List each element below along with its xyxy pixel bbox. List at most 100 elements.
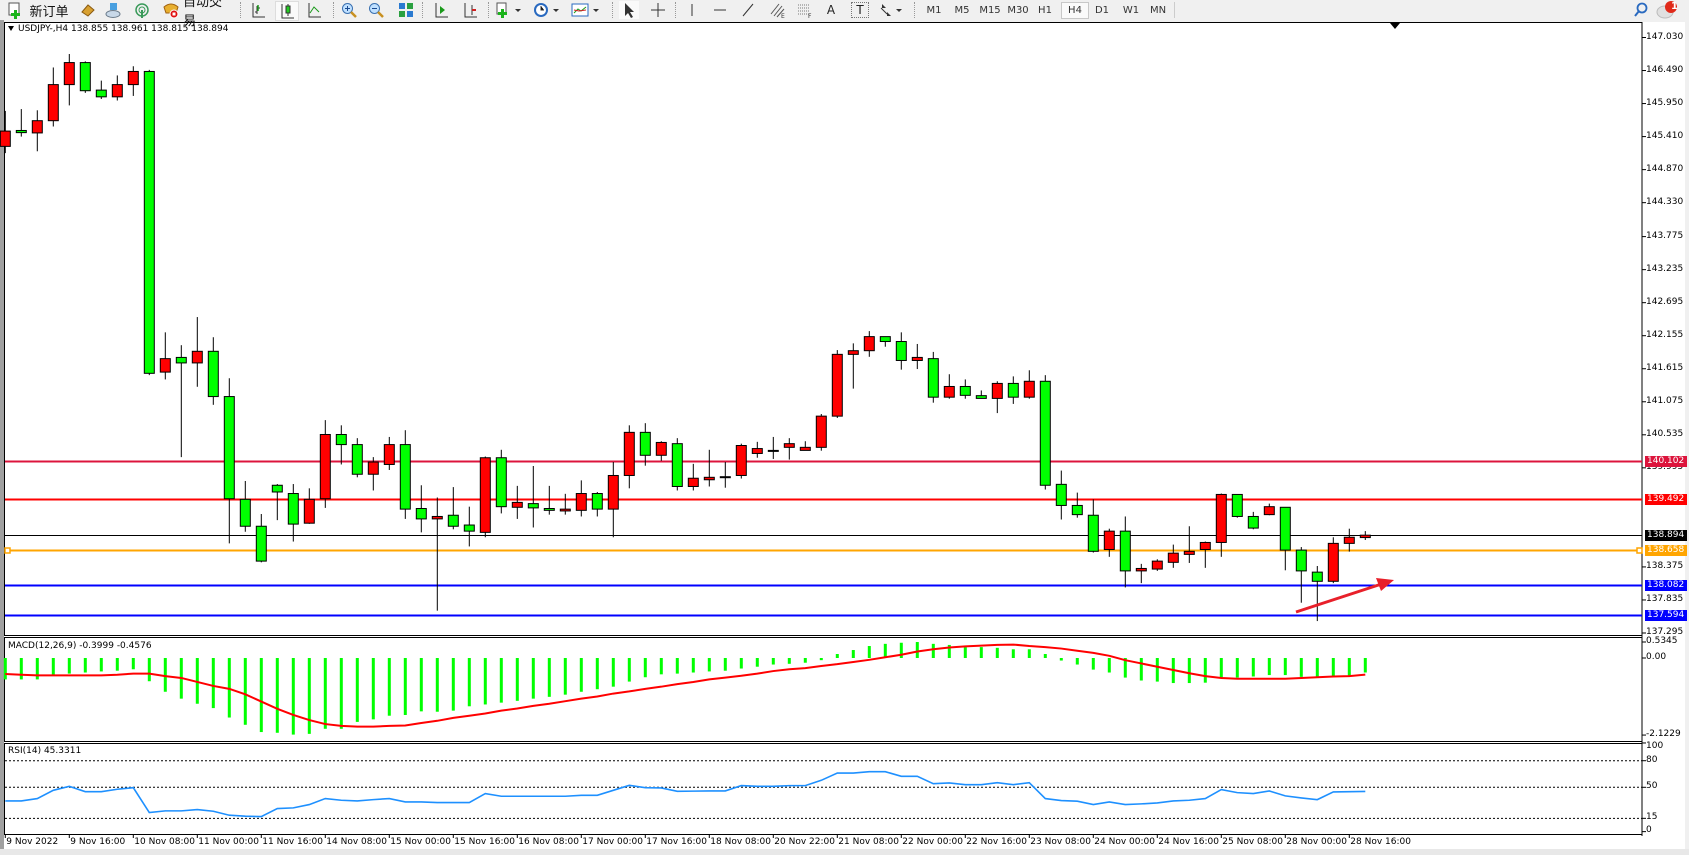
timeframe-d1[interactable]: D1 xyxy=(1094,4,1110,16)
macd-histogram-bar xyxy=(547,658,551,697)
toolbar: 新订单 自动交易 E F A T M1 M5 M15 M30 H1 H4 D1 … xyxy=(0,0,1689,29)
macd-histogram-bar xyxy=(19,658,23,680)
periods-icon[interactable] xyxy=(532,1,562,19)
bullish-candle-body xyxy=(735,445,747,476)
candle xyxy=(175,345,187,458)
bullish-candle-body xyxy=(0,130,11,147)
new-order-button[interactable]: 新订单 xyxy=(29,4,69,20)
auto-scroll-icon[interactable] xyxy=(431,1,451,19)
timeframe-h1[interactable]: H1 xyxy=(1038,4,1052,16)
zoom-out-icon[interactable] xyxy=(366,1,386,19)
bullish-candle-body xyxy=(911,356,923,361)
level-handle xyxy=(4,547,11,554)
arrows-icon[interactable] xyxy=(876,1,906,19)
cursor-icon[interactable] xyxy=(619,1,639,19)
time-axis-label: 11 Nov 00:00 xyxy=(198,837,259,847)
text-label-icon[interactable]: T xyxy=(851,2,869,18)
price-axis-label: 143.235 xyxy=(1646,263,1684,274)
timeframe-w1[interactable]: W1 xyxy=(1122,4,1140,16)
time-axis-label: 11 Nov 16:00 xyxy=(262,837,323,847)
candle xyxy=(143,69,155,376)
bullish-candle-body xyxy=(607,474,619,510)
gold-icon[interactable] xyxy=(78,1,98,19)
horizontal-line-icon[interactable] xyxy=(711,1,729,19)
candle xyxy=(1039,375,1051,490)
candle xyxy=(559,493,571,515)
macd-histogram-bar xyxy=(227,658,231,718)
chart-menu-triangle-icon[interactable] xyxy=(8,26,14,31)
macd-histogram-bar xyxy=(371,658,375,720)
toolbar-separator xyxy=(422,2,424,18)
candle xyxy=(111,75,123,101)
timeframe-m30[interactable]: M30 xyxy=(1007,4,1029,16)
bullish-candle-body xyxy=(1103,530,1115,550)
bullish-candle-body xyxy=(1167,552,1179,563)
time-axis-label: 24 Nov 16:00 xyxy=(1158,837,1219,847)
auto-trading-button[interactable]: 自动交易 xyxy=(183,0,223,29)
macd-signal-line xyxy=(5,643,1366,728)
bar-chart-icon[interactable] xyxy=(248,1,268,19)
candlestick-icon[interactable] xyxy=(275,1,299,21)
bearish-candle-body xyxy=(15,129,27,134)
vertical-line-icon[interactable] xyxy=(683,1,701,19)
time-axis-label: 24 Nov 00:00 xyxy=(1094,837,1155,847)
macd-histogram-bar xyxy=(67,658,71,674)
cloud-icon[interactable] xyxy=(103,1,123,19)
indicators-icon[interactable] xyxy=(494,1,524,19)
notifications-button[interactable]: 1 xyxy=(1654,1,1682,19)
timeframe-m1[interactable]: M1 xyxy=(926,4,942,16)
crosshair-icon[interactable] xyxy=(648,1,668,19)
bearish-candle-body xyxy=(175,356,187,364)
chart-header[interactable]: USDJPY-,H4 138.855 138.961 138.815 138.8… xyxy=(8,24,228,35)
signal-icon[interactable] xyxy=(132,1,152,19)
level-handle xyxy=(1636,547,1643,554)
tile-windows-icon[interactable] xyxy=(396,1,416,19)
search-icon[interactable] xyxy=(1632,1,1650,19)
macd-histogram-bar xyxy=(1347,658,1351,676)
timeframe-m5[interactable]: M5 xyxy=(954,4,970,16)
macd-histogram-bar xyxy=(483,658,487,705)
trendline-icon[interactable] xyxy=(739,1,757,19)
timeframe-h4[interactable]: H4 xyxy=(1061,2,1089,19)
price-level-label: 139.492 xyxy=(1645,494,1687,505)
chart-shift-icon[interactable] xyxy=(460,1,480,19)
macd-histogram-bar xyxy=(883,643,887,658)
text-icon[interactable]: A xyxy=(826,3,836,17)
toolbar-separator xyxy=(675,2,677,18)
templates-icon[interactable] xyxy=(570,1,602,19)
macd-histogram-bar xyxy=(1027,649,1031,658)
bearish-candle-body xyxy=(1071,504,1083,516)
bullish-candle-body xyxy=(799,446,811,451)
fibonacci-icon[interactable]: F xyxy=(795,1,815,19)
macd-histogram-bar xyxy=(1235,658,1239,678)
candle xyxy=(703,449,715,487)
zoom-in-icon[interactable] xyxy=(339,1,359,19)
new-order-icon[interactable] xyxy=(4,1,26,19)
trend-arrow-head xyxy=(1376,578,1394,591)
rsi-axis-label: 50 xyxy=(1646,781,1658,792)
bearish-candle-body xyxy=(895,341,907,361)
bearish-candle-body xyxy=(335,433,347,446)
bullish-candle-body xyxy=(1263,506,1275,516)
candle xyxy=(415,485,427,533)
time-axis-label: 16 Nov 08:00 xyxy=(518,837,579,847)
bullish-candle-body xyxy=(1199,541,1211,550)
left-window-edge xyxy=(0,20,4,855)
auto-trading-icon[interactable] xyxy=(160,1,182,19)
candle xyxy=(1327,537,1339,584)
timeframe-m15[interactable]: M15 xyxy=(979,4,1001,16)
price-axis-label: 141.615 xyxy=(1646,362,1684,373)
timeframe-mn[interactable]: MN xyxy=(1149,4,1167,16)
macd-histogram-bar xyxy=(1331,658,1335,677)
fibonacci-channel-icon[interactable]: E xyxy=(768,1,788,19)
candle xyxy=(15,109,27,137)
bullish-candle-body xyxy=(1135,567,1147,572)
bullish-candle-body xyxy=(159,358,171,373)
candle xyxy=(1007,376,1019,404)
line-chart-icon[interactable] xyxy=(304,1,324,19)
macd-histogram-bar xyxy=(563,658,567,695)
time-axis-label: 10 Nov 08:00 xyxy=(134,837,195,847)
rsi-axis-label: 0 xyxy=(1646,825,1652,835)
macd-histogram-bar xyxy=(1187,658,1191,684)
